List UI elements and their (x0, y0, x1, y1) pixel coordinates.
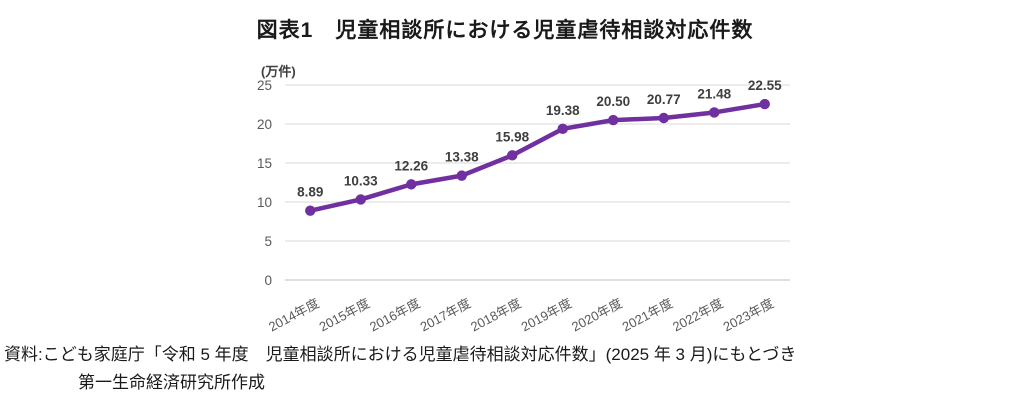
y-tick-label: 5 (264, 234, 272, 249)
data-point (456, 170, 467, 181)
data-point-label: 19.38 (546, 103, 580, 118)
data-point-label: 20.77 (647, 92, 681, 107)
data-point (305, 205, 316, 216)
y-tick-label: 25 (257, 78, 272, 93)
source-line-1: 資料:こども家庭庁「令和 5 年度 児童相談所における児童虐待相談対応件数」(2… (4, 345, 797, 364)
x-tick-label: 2016年度 (367, 295, 423, 334)
data-point (658, 112, 669, 124)
x-tick-label: 2021年度 (620, 295, 676, 334)
x-tick-label: 2022年度 (670, 295, 726, 334)
data-point-label: 12.26 (394, 158, 428, 173)
data-point-label: 22.55 (748, 78, 782, 93)
data-point-label: 8.89 (297, 185, 323, 200)
y-tick-label: 10 (257, 195, 272, 210)
x-tick-label: 2019年度 (519, 295, 575, 334)
source-note: 資料:こども家庭庁「令和 5 年度 児童相談所における児童虐待相談対応件数」(2… (4, 341, 796, 397)
data-point (608, 114, 619, 126)
x-tick-label: 2017年度 (418, 295, 474, 334)
data-point-label: 20.50 (596, 94, 630, 109)
data-point (355, 194, 366, 205)
y-axis-unit-label: (万件) (261, 64, 296, 79)
data-point-label: 15.98 (495, 129, 529, 144)
x-tick-label: 2018年度 (468, 295, 524, 334)
data-point (759, 98, 770, 110)
data-point-label: 13.38 (445, 150, 479, 165)
x-tick-label: 2020年度 (569, 295, 625, 334)
y-tick-label: 15 (257, 156, 272, 171)
data-point (507, 150, 518, 161)
x-tick-label: 2014年度 (266, 295, 322, 334)
chart-title: 図表1 児童相談所における児童虐待相談対応件数 (256, 19, 754, 42)
y-tick-label: 20 (257, 117, 272, 132)
x-tick-label: 2023年度 (721, 295, 777, 334)
data-point (406, 179, 417, 190)
x-tick-label: 2015年度 (317, 295, 373, 334)
data-point-label: 10.33 (344, 173, 378, 188)
line-chart: 0 5 10 15 20 25 2014年度2015年度2016年度2017年度2018年度… (257, 78, 790, 334)
data-line (308, 101, 767, 213)
source-line-2: 第一生命経済研究所作成 (78, 373, 265, 393)
data-point-label: 21.48 (697, 86, 731, 101)
data-point (709, 107, 720, 118)
data-point (557, 123, 568, 135)
y-tick-label: 0 (264, 273, 272, 288)
